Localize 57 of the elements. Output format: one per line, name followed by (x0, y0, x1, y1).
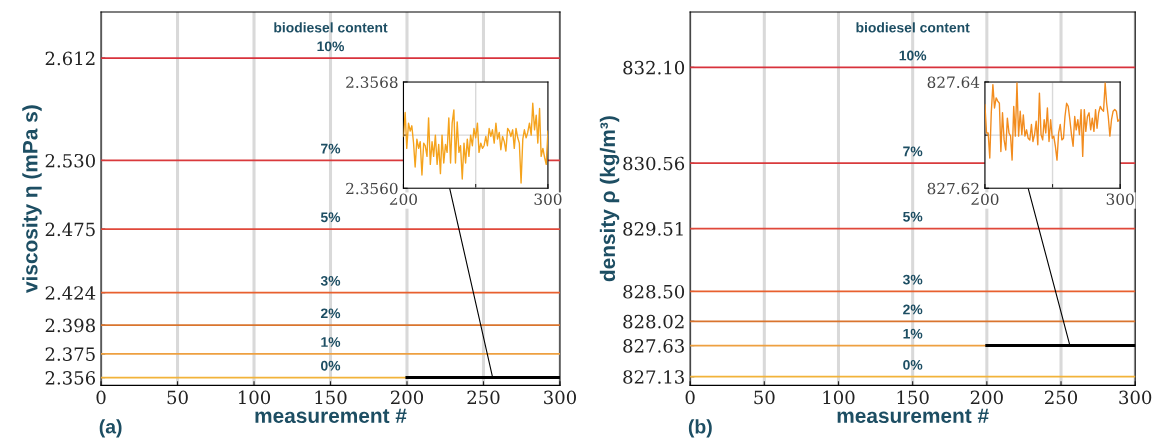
series-label: 5% (903, 211, 923, 222)
x-tick-label: 150 (897, 390, 929, 405)
x-axis-title: measurement # (255, 408, 407, 424)
y-tick-label: 827.64 (927, 76, 980, 88)
x-tick-label: 300 (1106, 193, 1134, 205)
x-tick-label: 100 (238, 390, 271, 405)
y-tick-label: 2.3560 (346, 182, 398, 195)
x-tick-label: 200 (970, 390, 1003, 405)
series-label: 0% (321, 360, 341, 371)
x-tick-label: 250 (1045, 390, 1078, 405)
series-label: 7% (903, 146, 923, 157)
y-tick-label: 827.63 (623, 339, 684, 353)
x-tick-label: 150 (315, 390, 347, 405)
annotation: biodiesel content (856, 22, 970, 33)
y-tick-label: 832.10 (623, 60, 685, 75)
y-tick-label: 827.13 (623, 370, 684, 384)
y-tick-label: 828.50 (623, 284, 685, 299)
y-tick-label: 2.3568 (346, 76, 398, 88)
x-tick-label: 50 (167, 390, 188, 405)
y-tick-label: 2.398 (45, 318, 95, 333)
series-label: 5% (320, 212, 341, 223)
y-tick-label: 2.375 (45, 347, 95, 361)
line-series (403, 102, 548, 184)
x-axis-title: measurement # (837, 408, 989, 424)
x-tick-label: 300 (544, 390, 576, 405)
annotation: biodiesel content (274, 22, 388, 33)
series-label: 10% (899, 50, 927, 61)
y-tick-label: 828.02 (623, 314, 684, 329)
series-label: 3% (902, 274, 923, 285)
y-tick-label: 829.51 (623, 222, 683, 236)
series-label: 2% (320, 308, 341, 319)
series-label: 10% (317, 41, 345, 52)
y-tick-label: 2.612 (45, 51, 95, 66)
x-tick-label: 100 (823, 390, 855, 405)
series-label: 1% (321, 337, 341, 347)
x-tick-label: 300 (534, 193, 562, 205)
x-tick-label: 50 (754, 390, 775, 405)
x-tick-label: 250 (467, 390, 500, 405)
series-label: 2% (903, 304, 923, 315)
x-tick-label: 200 (390, 390, 424, 405)
series-label: 0% (903, 359, 923, 370)
series-label: 3% (320, 275, 341, 286)
text: (a) (99, 419, 122, 438)
y-tick-label: 2.530 (45, 153, 95, 168)
x-tick-label: 0 (685, 390, 695, 405)
y-tick-label: 2.356 (45, 371, 96, 385)
y-tick-label: 2.475 (45, 222, 95, 237)
series-label: 7% (321, 143, 341, 154)
x-tick-label: 300 (1119, 390, 1152, 405)
y-tick-label: 830.56 (623, 156, 685, 171)
y-tick-label: 2.424 (45, 286, 96, 300)
y-axis-title: viscosity η (mPa s) (22, 105, 42, 293)
y-axis-title: density ρ (kg/m³) (599, 116, 620, 282)
x-tick-label: 0 (96, 390, 106, 405)
text: (b) (688, 419, 712, 438)
y-tick-label: 827.62 (927, 182, 979, 195)
series-label: 1% (903, 328, 923, 339)
